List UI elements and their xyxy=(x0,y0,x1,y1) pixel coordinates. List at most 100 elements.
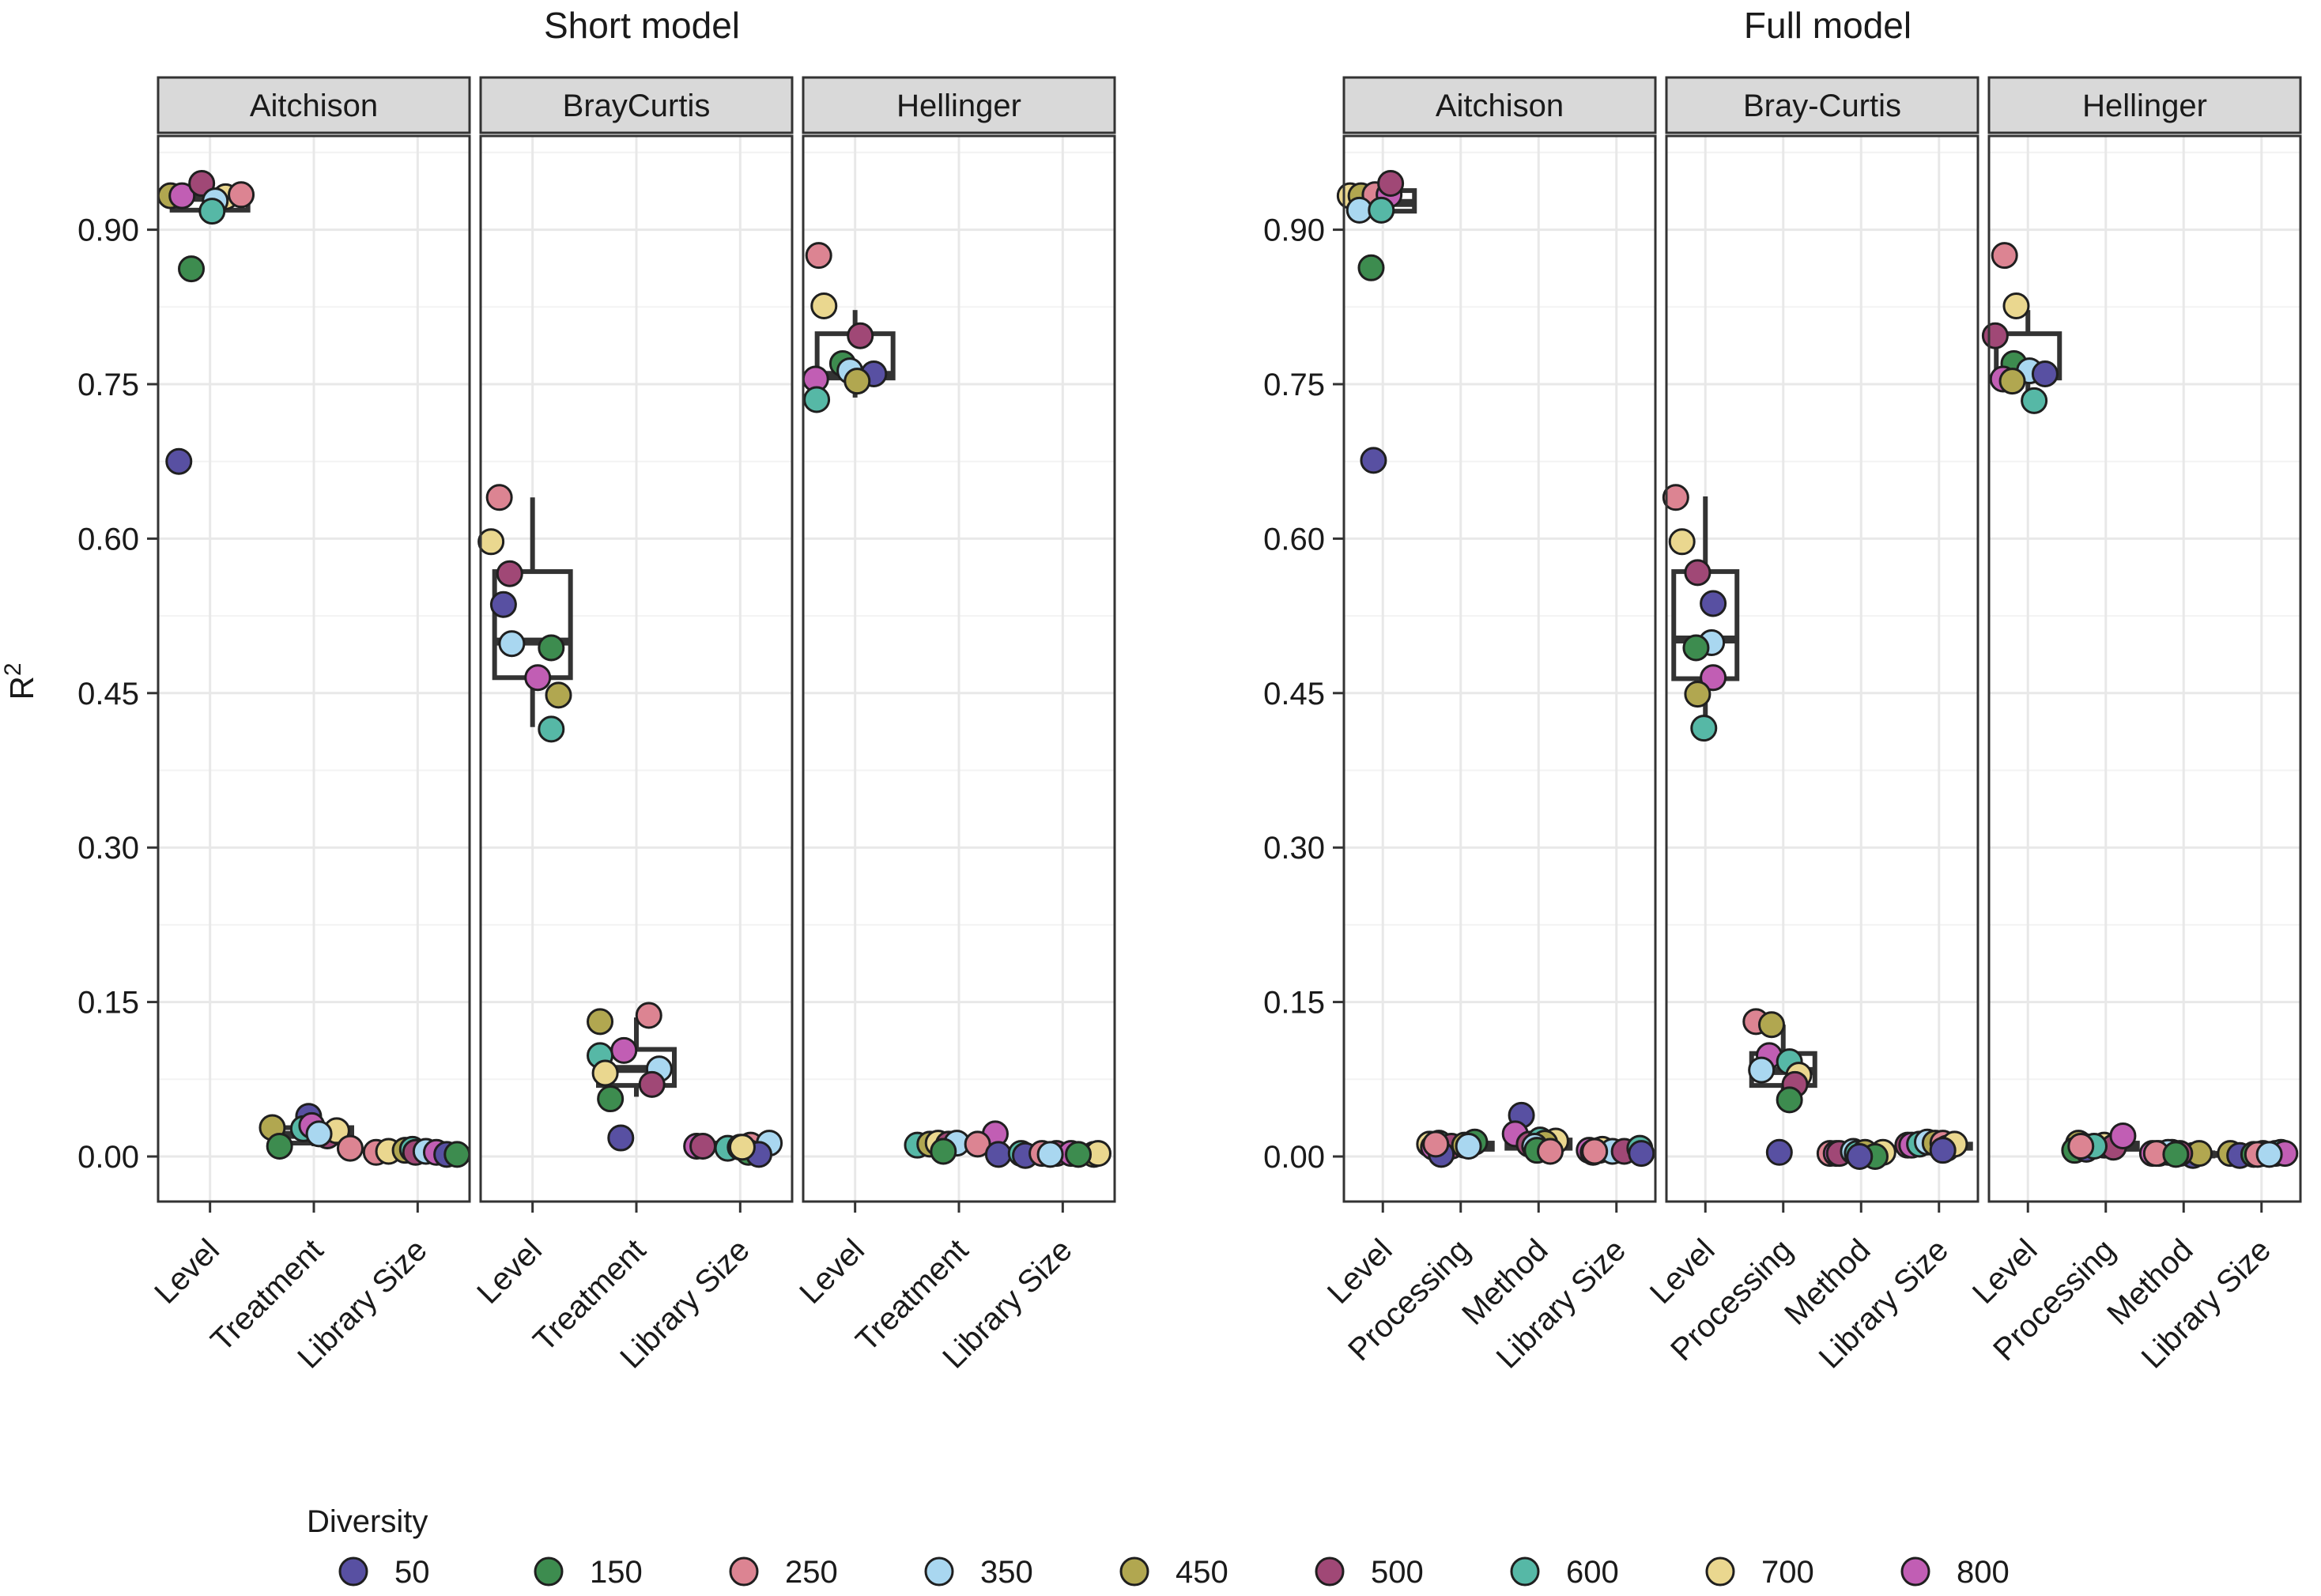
facet-Bray-Curtis: Bray-CurtisLevelProcessingMethodLibrary … xyxy=(1644,76,1979,1375)
legend: 50 150 250 350 450 500 600 700 800 xyxy=(338,1555,2010,1590)
data-point-diversity-350 xyxy=(1455,1132,1482,1160)
y-axis-tick-label: 0.90 xyxy=(1263,213,1325,248)
legend-item-350: 350 xyxy=(924,1555,1033,1590)
facet-strip-label: Aitchison xyxy=(1436,89,1564,123)
data-point-diversity-150 xyxy=(2162,1141,2190,1168)
boxplot-level xyxy=(477,484,573,743)
data-point-diversity-150 xyxy=(1776,1086,1803,1114)
facet-strip xyxy=(1342,76,1657,134)
boxplot-processing xyxy=(1416,1128,1495,1168)
legend-key-dot xyxy=(924,1556,954,1587)
data-point-diversity-700 xyxy=(2002,292,2030,319)
data-point-diversity-50 xyxy=(1628,1140,1655,1168)
data-point-diversity-250 xyxy=(1537,1138,1564,1165)
legend-item-50: 50 xyxy=(338,1555,430,1590)
facet-strip-label: Bray-Curtis xyxy=(1743,89,1901,123)
data-point-diversity-250 xyxy=(1581,1138,1609,1165)
facet-strip xyxy=(479,76,794,134)
legend-item-label: 800 xyxy=(1957,1555,2010,1590)
data-point-diversity-500 xyxy=(496,560,523,587)
data-point-diversity-800 xyxy=(524,664,552,692)
x-axis-tick-label: Level xyxy=(470,1232,549,1311)
y-axis-tick-label: 0.30 xyxy=(77,831,139,866)
group-title-short-model: Short model xyxy=(544,5,740,46)
legend-item-label: 250 xyxy=(785,1555,838,1590)
facet-panel-border xyxy=(1987,134,2302,1203)
y-axis-tick-label: 0.15 xyxy=(77,986,139,1021)
data-point-diversity-50 xyxy=(1765,1138,1793,1166)
legend-item-label: 600 xyxy=(1566,1555,1619,1590)
data-point-diversity-500 xyxy=(847,322,874,349)
data-point-diversity-450 xyxy=(1684,681,1712,708)
data-point-diversity-50 xyxy=(489,590,517,618)
legend-item-label: 450 xyxy=(1176,1555,1228,1590)
facet-strip-label: Aitchison xyxy=(250,89,378,123)
data-point-diversity-450 xyxy=(545,681,572,709)
data-point-diversity-50 xyxy=(165,447,193,475)
boxplot-level xyxy=(1662,484,1740,742)
y-axis-tick-label: 0.60 xyxy=(77,522,139,557)
data-point-diversity-150 xyxy=(597,1085,625,1113)
data-point-diversity-50 xyxy=(607,1124,635,1152)
data-point-diversity-250 xyxy=(336,1134,364,1162)
data-point-diversity-600 xyxy=(198,198,226,225)
legend-item-700: 700 xyxy=(1705,1555,1814,1590)
data-point-diversity-350 xyxy=(1036,1141,1064,1168)
boxplot-library-size xyxy=(683,1130,783,1168)
data-point-diversity-50 xyxy=(1929,1137,1957,1164)
y-axis-label-base: R xyxy=(3,676,40,700)
facet-strip xyxy=(802,76,1116,134)
y-axis-tick-label: 0.00 xyxy=(1263,1140,1325,1175)
y-axis-tick-label: 0.75 xyxy=(77,368,139,402)
data-point-diversity-150 xyxy=(1682,634,1710,662)
boxplot-processing xyxy=(2061,1122,2140,1164)
data-point-diversity-600 xyxy=(2021,387,2048,414)
legend-item-label: 350 xyxy=(980,1555,1033,1590)
data-point-diversity-350 xyxy=(305,1120,333,1148)
data-point-diversity-250 xyxy=(485,484,513,511)
x-axis-tick-label: Level xyxy=(793,1232,871,1311)
data-point-diversity-450 xyxy=(1757,1011,1785,1039)
legend-key-dot xyxy=(1315,1556,1345,1587)
boxplot-library-size xyxy=(2217,1138,2299,1169)
data-point-diversity-50 xyxy=(984,1141,1012,1168)
facet-strip xyxy=(157,76,471,134)
boxplot-box xyxy=(1671,569,1740,681)
boxplot-library-size xyxy=(1576,1134,1655,1168)
facet-panel-border xyxy=(157,134,471,1203)
data-point-diversity-50 xyxy=(1700,590,1727,617)
legend-key-dot xyxy=(1119,1556,1149,1587)
data-point-diversity-800 xyxy=(168,182,196,209)
data-point-diversity-500 xyxy=(1981,322,2009,349)
data-point-diversity-50 xyxy=(2031,360,2059,387)
boxplot-treatment xyxy=(259,1103,364,1162)
boxplot-treatment xyxy=(904,1120,1012,1168)
boxplot-method xyxy=(1501,1101,1573,1165)
data-point-diversity-350 xyxy=(2255,1141,2283,1168)
data-point-diversity-250 xyxy=(1991,242,2018,270)
boxplot-method xyxy=(2138,1138,2218,1169)
data-point-diversity-600 xyxy=(1690,715,1718,742)
facet-strip-label: Hellinger xyxy=(896,89,1021,123)
data-point-diversity-600 xyxy=(1368,196,1395,224)
legend-item-450: 450 xyxy=(1119,1555,1228,1590)
boxplot-level xyxy=(802,242,896,413)
data-point-diversity-800 xyxy=(610,1036,638,1064)
data-point-diversity-600 xyxy=(803,386,831,413)
data-point-diversity-250 xyxy=(2067,1132,2095,1160)
data-point-diversity-150 xyxy=(1065,1141,1093,1168)
y-axis-tick-label: 0.90 xyxy=(77,213,139,248)
legend-item-600: 600 xyxy=(1510,1555,1619,1590)
legend-key-dot xyxy=(1510,1556,1540,1587)
data-point-diversity-250 xyxy=(1662,484,1689,511)
data-point-diversity-700 xyxy=(728,1134,756,1161)
y-axis-tick-label: 0.15 xyxy=(1263,986,1325,1021)
data-point-diversity-50 xyxy=(1846,1143,1874,1170)
data-point-diversity-700 xyxy=(1668,528,1696,556)
facet-strip xyxy=(1987,76,2302,134)
boxplot-level xyxy=(1336,169,1417,474)
